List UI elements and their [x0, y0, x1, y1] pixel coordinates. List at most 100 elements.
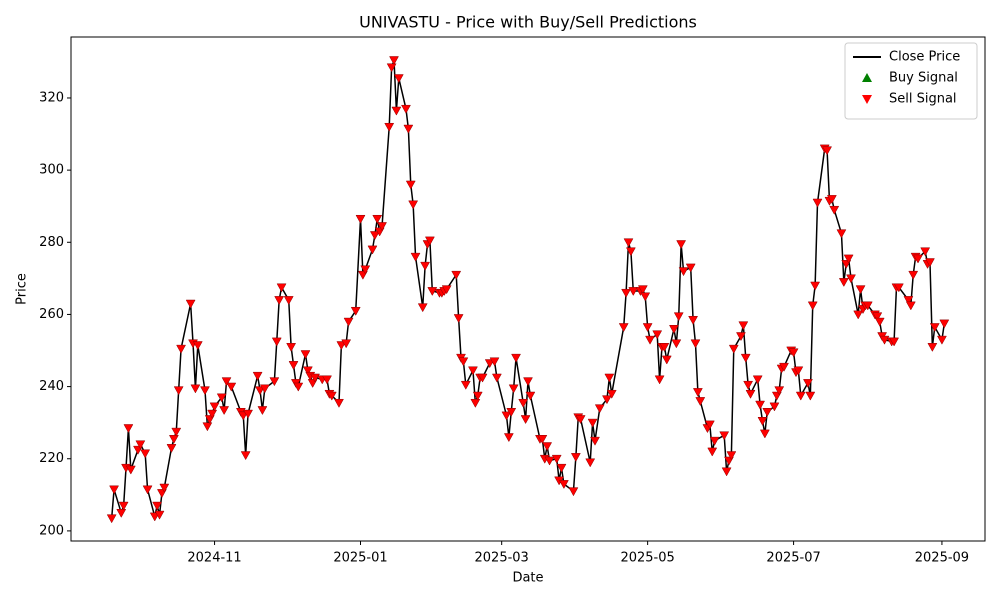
signal-marker [625, 247, 636, 257]
signal-marker [755, 400, 766, 410]
y-tick-label: 220 [39, 451, 64, 466]
legend-marker [862, 73, 872, 82]
signal-marker [846, 274, 856, 284]
signal-marker [862, 301, 873, 311]
chart-title: UNIVASTU - Price with Buy/Sell Predictio… [359, 13, 697, 32]
signal-marker [812, 198, 823, 208]
signal-marker [893, 283, 904, 293]
signal-marker [192, 341, 203, 351]
legend-label: Sell Signal [889, 92, 957, 107]
signal-marker [286, 343, 297, 352]
signal-marker [240, 451, 251, 461]
signal-marker [293, 382, 304, 392]
signal-marker [341, 339, 352, 349]
signal-marker [838, 278, 849, 287]
signal-marker [367, 245, 378, 255]
signal-marker [477, 373, 488, 383]
signal-marker [704, 420, 715, 430]
signal-marker [937, 335, 947, 345]
signal-marker [602, 395, 612, 405]
signal-marker [637, 285, 648, 295]
signal-marker [393, 74, 404, 84]
signal-marker [623, 238, 634, 248]
signal-marker [688, 315, 699, 325]
signal-marker [226, 382, 237, 392]
signal-marker [460, 380, 471, 390]
signal-marker [511, 353, 521, 363]
signal-marker [628, 287, 639, 296]
signal-marker [355, 214, 366, 224]
signal-marker [288, 361, 299, 370]
signal-marker [257, 406, 268, 416]
signal-marker [472, 391, 483, 401]
signal-marker [369, 231, 380, 241]
signal-marker [171, 427, 182, 437]
signal-marker [692, 388, 703, 398]
signal-marker [779, 362, 789, 372]
signal-marker [707, 447, 718, 457]
signal-marker [401, 104, 411, 114]
signal-marker [360, 265, 371, 275]
signal-marker [736, 332, 746, 342]
signal-marker [276, 283, 287, 293]
signal-marker [738, 321, 749, 331]
signal-marker [441, 285, 452, 295]
signal-marker [556, 463, 567, 473]
signal-marker [855, 285, 866, 295]
signal-marker [759, 429, 770, 439]
signal-marker [879, 335, 890, 345]
signal-marker [621, 288, 632, 298]
signal-marker [889, 337, 900, 347]
signal-marker [259, 384, 270, 394]
signal-marker [207, 409, 218, 419]
signal-marker [410, 252, 421, 262]
signal-marker [676, 240, 687, 250]
signal-marker [920, 247, 931, 257]
signal-marker [154, 510, 165, 520]
signal-marker [652, 330, 663, 340]
signal-marker [762, 407, 773, 417]
signal-marker [470, 398, 481, 408]
signal-marker [740, 353, 751, 363]
signal-marker [118, 501, 129, 511]
signal-marker [745, 389, 756, 399]
signal-marker [905, 301, 916, 311]
signal-marker [417, 303, 428, 313]
signal-marker [451, 270, 462, 280]
signal-marker [642, 323, 653, 333]
signal-marker [221, 377, 232, 387]
signal-marker [537, 435, 548, 444]
x-tick-label: 2025-07 [766, 551, 820, 566]
signal-marker [542, 442, 553, 452]
x-tick-label: 2025-01 [333, 551, 387, 566]
signal-marker [386, 63, 397, 73]
signal-marker [695, 397, 706, 407]
signal-marker [424, 236, 435, 246]
signal-marker [645, 335, 655, 345]
signal-marker [585, 458, 596, 468]
signal-marker [125, 465, 136, 475]
x-tick-label: 2025-03 [475, 551, 529, 566]
signal-marker [929, 323, 940, 333]
signal-marker [568, 487, 579, 497]
signal-marker [453, 314, 464, 324]
signal-marker [726, 451, 737, 461]
signal-marker [427, 287, 438, 296]
signal-marker [604, 373, 615, 383]
signal-marker [721, 467, 732, 477]
signal-marker [468, 366, 478, 376]
signal-marker [570, 453, 581, 462]
signal-marker [458, 357, 469, 367]
signal-marker [661, 355, 672, 365]
signal-marker [209, 402, 220, 412]
signal-marker [372, 214, 383, 224]
signal-marker [793, 366, 804, 376]
y-tick-label: 300 [39, 163, 64, 178]
signal-marker [106, 514, 117, 524]
signal-marker [606, 389, 617, 399]
signal-marker [795, 391, 806, 401]
signal-marker [384, 122, 395, 132]
signal-marker [159, 483, 170, 493]
signal-marker [243, 409, 253, 419]
